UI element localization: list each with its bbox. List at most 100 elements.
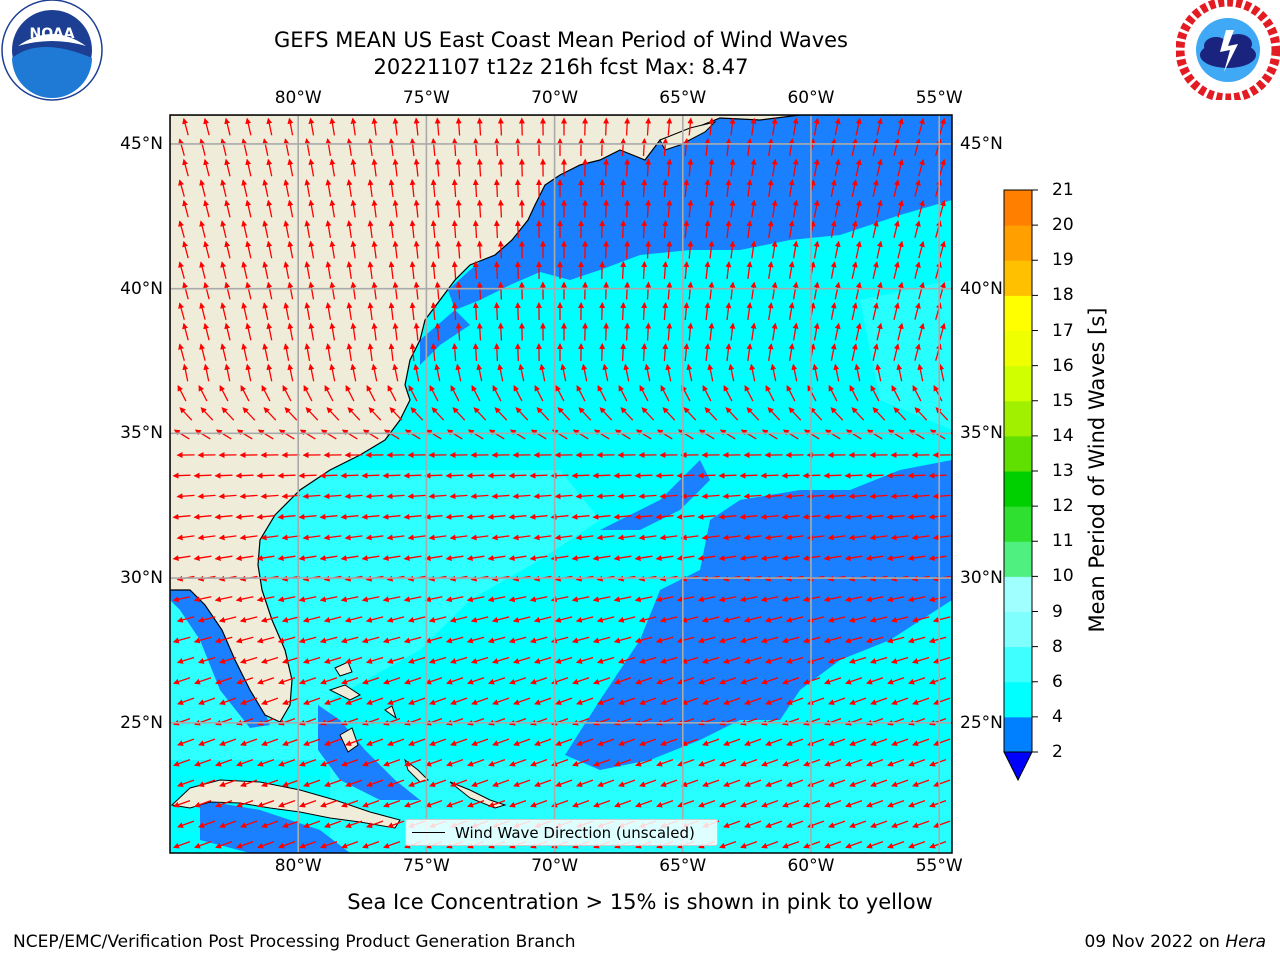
direction-arrow — [434, 322, 441, 341]
lat-tick-label-left: 40°N — [120, 278, 163, 299]
direction-arrow — [262, 179, 269, 197]
direction-arrow — [365, 656, 384, 664]
direction-arrow — [266, 281, 273, 300]
direction-arrow — [513, 738, 531, 747]
direction-arrow — [618, 697, 636, 706]
direction-arrow — [493, 138, 500, 157]
direction-arrow — [413, 322, 420, 341]
direction-arrow — [708, 117, 715, 136]
direction-arrow — [371, 199, 378, 218]
direction-arrow — [655, 636, 674, 644]
direction-arrow — [792, 281, 799, 300]
direction-arrow — [319, 596, 338, 603]
direction-arrow — [788, 179, 795, 198]
direction-arrow — [361, 596, 380, 603]
direction-arrow — [203, 199, 210, 218]
direction-arrow — [346, 261, 353, 279]
direction-arrow — [428, 656, 447, 664]
direction-arrow — [722, 616, 741, 623]
direction-arrow — [662, 407, 676, 421]
direction-arrow — [329, 281, 336, 300]
direction-arrow — [620, 407, 634, 421]
colorbar-tick-label: 4 — [1052, 706, 1063, 727]
direction-arrow — [220, 343, 227, 361]
direction-arrow — [676, 472, 695, 479]
direction-arrow — [728, 363, 735, 382]
direction-arrow — [389, 407, 403, 421]
direction-arrow — [786, 738, 804, 747]
direction-arrow — [624, 240, 631, 259]
direction-arrow — [578, 407, 592, 421]
direction-arrow — [718, 555, 737, 561]
direction-arrow — [641, 220, 648, 239]
direction-arrow — [834, 158, 841, 177]
direction-arrow — [813, 240, 820, 259]
direction-arrow — [260, 534, 279, 541]
direction-arrow — [241, 261, 248, 279]
colorbar-segment — [1004, 506, 1032, 542]
direction-arrow — [849, 738, 867, 747]
direction-arrow — [767, 261, 774, 279]
direction-arrow — [382, 555, 401, 561]
direction-arrow — [182, 281, 189, 300]
direction-arrow — [466, 513, 485, 520]
direction-arrow — [303, 738, 321, 747]
direction-arrow — [408, 697, 426, 706]
direction-arrow — [767, 407, 781, 421]
direction-arrow — [718, 472, 737, 479]
direction-arrow — [785, 493, 804, 500]
direction-arrow — [388, 343, 395, 361]
direction-arrow — [287, 240, 294, 259]
direction-arrow — [571, 636, 590, 644]
direction-arrow — [445, 555, 464, 561]
land-bahamas — [328, 684, 361, 701]
direction-arrow — [240, 697, 258, 706]
direction-arrow — [239, 534, 258, 541]
direction-arrow — [869, 534, 888, 541]
direction-arrow — [467, 677, 485, 685]
direction-arrow — [813, 158, 820, 177]
direction-arrow — [781, 513, 800, 520]
direction-arrow — [240, 385, 250, 402]
direction-arrow — [634, 513, 653, 520]
direction-arrow — [641, 138, 648, 157]
direction-arrow — [702, 385, 712, 402]
direction-arrow — [834, 240, 841, 259]
direction-arrow — [298, 472, 317, 479]
direction-arrow — [383, 677, 401, 685]
direction-arrow — [897, 117, 904, 136]
direction-arrow — [771, 322, 778, 341]
direction-arrow — [813, 281, 820, 300]
direction-arrow — [750, 322, 757, 341]
direction-arrow — [823, 555, 842, 561]
direction-arrow — [214, 596, 233, 603]
direction-arrow — [617, 656, 636, 664]
direction-arrow — [434, 281, 441, 300]
direction-arrow — [701, 534, 720, 541]
direction-arrow — [764, 616, 783, 623]
direction-arrow — [476, 363, 483, 382]
direction-arrow — [350, 117, 357, 136]
direction-arrow — [760, 555, 779, 561]
direction-arrow — [865, 555, 884, 561]
direction-arrow — [662, 302, 669, 321]
direction-arrow — [555, 385, 565, 402]
wave-period-2-4-zone — [200, 800, 350, 853]
direction-arrow — [744, 697, 762, 706]
direction-arrow — [830, 261, 837, 279]
direction-arrow — [844, 636, 863, 644]
direction-arrow — [260, 616, 279, 623]
direction-arrow — [533, 616, 552, 623]
direction-arrow — [533, 493, 552, 500]
direction-arrow — [236, 677, 254, 685]
direction-arrow — [704, 343, 711, 362]
direction-arrow — [470, 616, 489, 623]
direction-arrow — [813, 322, 820, 341]
direction-arrow — [656, 677, 674, 685]
direction-arrow — [624, 158, 631, 177]
direction-arrow — [683, 179, 690, 198]
direction-arrow — [571, 596, 590, 603]
direction-arrow — [455, 199, 462, 218]
lon-tick-label-bottom: 70°W — [531, 856, 579, 876]
direction-arrow — [876, 281, 883, 300]
